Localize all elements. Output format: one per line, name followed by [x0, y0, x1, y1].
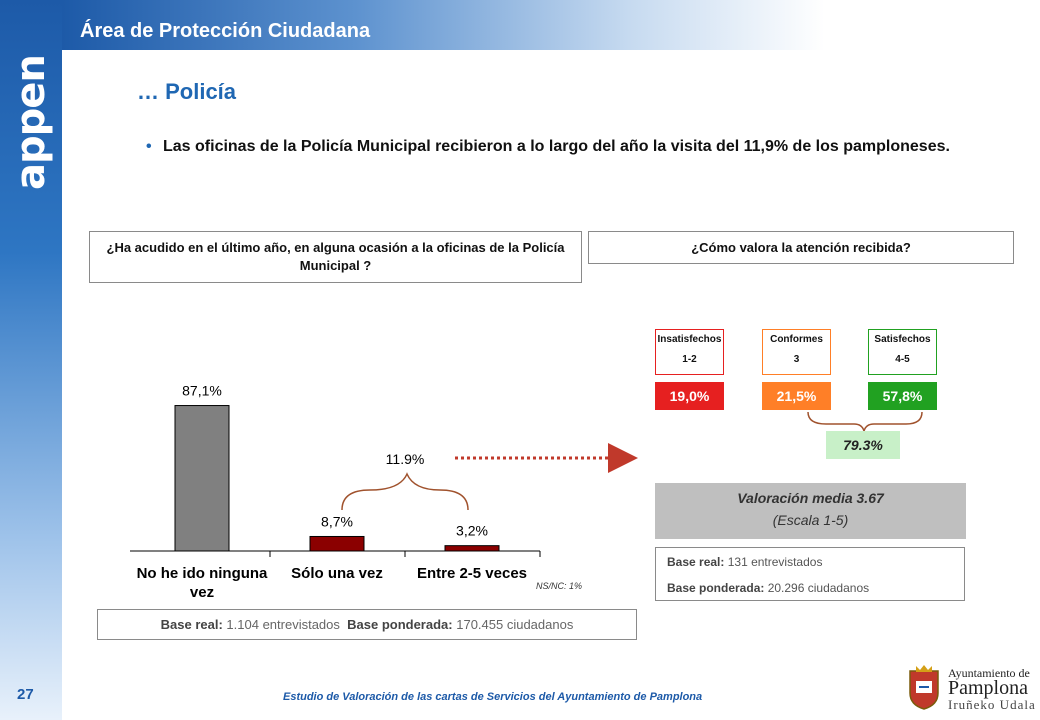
- value-satisfechos: 57,8%: [868, 382, 937, 410]
- category-range: 3: [793, 354, 800, 365]
- bullet-icon: •: [146, 138, 152, 155]
- bar-value-label: 3,2%: [456, 523, 488, 539]
- base-real-label: Base real:: [160, 617, 223, 632]
- base-ponderada-value: 170.455 ciudadanos: [456, 617, 574, 632]
- bar-value-label: 8,7%: [321, 513, 353, 529]
- city-logo: Ayuntamiento de Pamplona Iruñeko Udala: [904, 662, 1036, 714]
- nsnc-note: NS/NC: 1%: [536, 581, 583, 591]
- value-conformes: 21,5%: [762, 382, 831, 410]
- category-label: vez: [190, 584, 214, 601]
- brand-logo: appen: [8, 55, 54, 190]
- base-ponderada-label: Base ponderada:: [667, 581, 765, 595]
- header-bar: Área de Protección Ciudadana: [62, 0, 1040, 50]
- page-header-title: Área de Protección Ciudadana: [80, 20, 371, 42]
- value-insatisfechos: 19,0%: [655, 382, 724, 410]
- bar-2: [444, 545, 500, 552]
- base-real-value: 131 entrevistados: [727, 555, 823, 569]
- page-number: 27: [17, 686, 34, 703]
- category-label: Entre 2-5 veces: [417, 565, 527, 582]
- bar-1: [309, 535, 365, 552]
- category-insatisfechos: Insatisfechos 1-2: [655, 329, 724, 375]
- bracket-right: [807, 411, 923, 434]
- logo-line1: Ayuntamiento de: [948, 666, 1030, 680]
- question-right: ¿Cómo valora la atención recibida?: [588, 231, 1014, 264]
- question-left-text: ¿Ha acudido en el último año, en alguna …: [106, 240, 565, 273]
- bracket-left: [341, 472, 469, 511]
- valoracion-media-box: Valoración media 3.67 (Escala 1-5): [655, 483, 966, 539]
- valoracion-media: Valoración media 3.67: [737, 490, 884, 506]
- coat-of-arms-icon: [909, 665, 939, 710]
- section-title: … Policía: [137, 79, 237, 104]
- category-range: 4-5: [895, 354, 910, 365]
- category-label: No he ido ninguna: [137, 565, 268, 582]
- category-name: Satisfechos: [874, 334, 931, 345]
- category-label: Sólo una vez: [291, 565, 383, 582]
- bullet-text: Las oficinas de la Policía Municipal rec…: [163, 138, 950, 155]
- satisfaction-sum: 79.3%: [826, 431, 900, 459]
- base-ponderada-value: 20.296 ciudadanos: [767, 581, 870, 595]
- question-left: ¿Ha acudido en el último año, en alguna …: [89, 231, 582, 283]
- category-range: 1-2: [682, 354, 697, 365]
- category-conformes: Conformes 3: [762, 329, 831, 375]
- category-name: Insatisfechos: [657, 334, 722, 345]
- base-real-value: 1.104 entrevistados: [226, 617, 340, 632]
- category-name: Conformes: [770, 334, 823, 345]
- bullet-point: • Las oficinas de la Policía Municipal r…: [146, 136, 986, 158]
- base-ponderada-label: Base ponderada:: [347, 617, 453, 632]
- bracket-label: 11.9%: [386, 451, 425, 467]
- footer-text: Estudio de Valoración de las cartas de S…: [283, 691, 703, 703]
- category-satisfechos: Satisfechos 4-5: [868, 329, 937, 375]
- base-real-label: Base real:: [667, 555, 725, 569]
- logo-line3: Iruñeko Udala: [948, 697, 1036, 712]
- bar-0: [174, 405, 230, 552]
- base-right-box: Base real: 131 entrevistados Base ponder…: [655, 547, 965, 601]
- question-right-text: ¿Cómo valora la atención recibida?: [691, 239, 911, 255]
- valoracion-scale: (Escala 1-5): [772, 512, 849, 528]
- sidebar: appen: [0, 0, 62, 720]
- logo-line2: Pamplona: [948, 677, 1028, 699]
- base-left-box: Base real: 1.104 entrevistados Base pond…: [97, 609, 637, 640]
- bar-value-label: 87,1%: [182, 383, 222, 399]
